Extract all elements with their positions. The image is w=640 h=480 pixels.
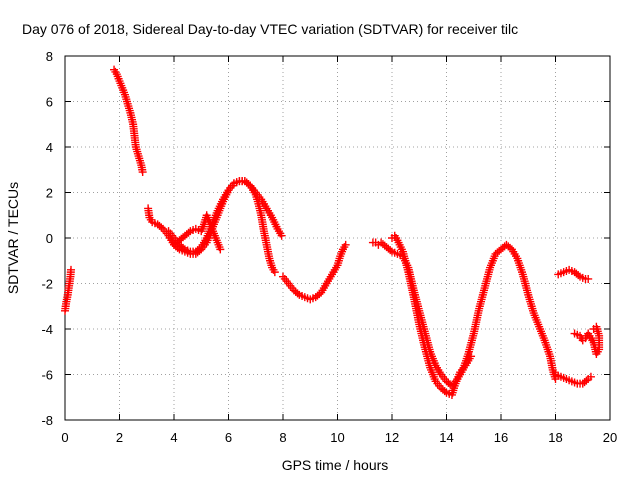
data-point — [66, 265, 75, 274]
series-tilc-j — [554, 265, 593, 283]
y-tick-label: 6 — [46, 95, 53, 110]
axis-ticks — [64, 55, 611, 421]
data-point — [574, 271, 583, 280]
series-tilc-h — [388, 231, 476, 399]
data-point — [386, 246, 395, 255]
data-point — [270, 268, 279, 277]
tick-labels: 0 2 4 6 8 10 12 14 16 18 20 -8 -6 -4 -2 0 2 4 6 8 — [41, 49, 617, 445]
data-point — [341, 240, 350, 249]
y-tick-label: 8 — [46, 49, 53, 64]
series-tilc-f — [279, 240, 350, 304]
data-point — [216, 245, 225, 254]
data-point — [586, 372, 595, 381]
data-points — [61, 65, 604, 399]
data-point — [184, 228, 193, 237]
x-tick-label: 2 — [116, 430, 123, 445]
y-tick-label: 2 — [46, 186, 53, 201]
y-tick-label: -6 — [41, 368, 53, 383]
y-tick-label: -4 — [41, 322, 53, 337]
x-axis-label: GPS time / hours — [282, 457, 389, 473]
x-tick-label: 4 — [170, 430, 177, 445]
x-tick-label: 12 — [385, 430, 399, 445]
x-tick-label: 18 — [548, 430, 562, 445]
series-tilc-k — [570, 322, 604, 359]
x-tick-label: 10 — [330, 430, 344, 445]
series-tilc-b — [110, 65, 147, 177]
x-tick-label: 16 — [494, 430, 508, 445]
data-point — [277, 231, 286, 240]
y-tick-label: 4 — [46, 140, 53, 155]
x-tick-label: 0 — [61, 430, 68, 445]
data-point — [584, 274, 593, 283]
data-point — [293, 289, 302, 298]
y-tick-label: 0 — [46, 231, 53, 246]
y-tick-label: -2 — [41, 277, 53, 292]
data-point — [157, 223, 166, 232]
data-point — [589, 325, 598, 333]
data-point — [582, 376, 591, 385]
series-tilc-i — [551, 370, 595, 388]
chart-title: Day 076 of 2018, Sidereal Day-to-day VTE… — [22, 21, 518, 37]
grid — [65, 56, 610, 420]
x-tick-label: 20 — [603, 430, 617, 445]
data-point — [138, 168, 147, 177]
series-tilc-e — [170, 211, 225, 254]
data-point — [467, 352, 476, 361]
data-point — [446, 380, 455, 389]
data-point — [440, 387, 449, 396]
x-tick-label: 6 — [225, 430, 232, 445]
x-tick-label: 8 — [279, 430, 286, 445]
y-axis-label: SDTVAR / TECUs — [5, 182, 21, 294]
data-point — [179, 243, 188, 252]
x-tick-label: 14 — [439, 430, 453, 445]
data-point — [244, 180, 253, 189]
series-tilc-a — [61, 265, 75, 315]
y-tick-label: -8 — [41, 413, 53, 428]
